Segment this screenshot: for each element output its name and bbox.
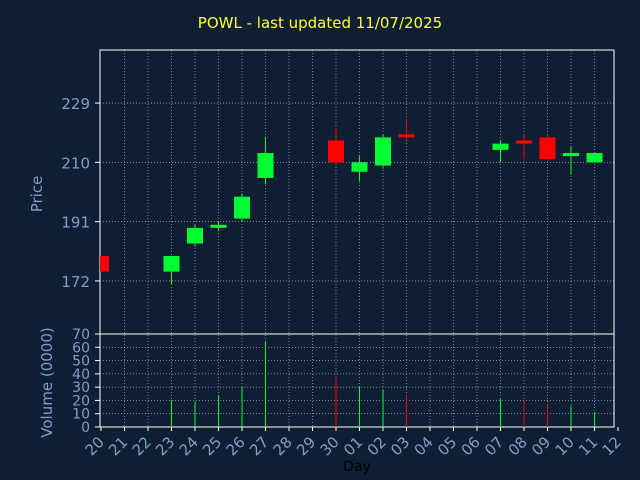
x-tick-label: 12 [599, 433, 625, 459]
candle-body-down [328, 140, 344, 163]
candle-body-up [586, 152, 603, 163]
candle-body-up [234, 196, 250, 219]
volume-tick-label: 20 [72, 393, 90, 409]
x-tick-label: 10 [552, 433, 578, 459]
x-tick-label: 26 [223, 433, 249, 459]
volume-tick-label: 50 [72, 354, 90, 370]
candle-body-up [492, 143, 509, 150]
x-axis-label: Day [343, 459, 371, 475]
x-tick-label: 01 [340, 433, 366, 459]
chart-title: POWL - last updated 11/07/2025 [197, 14, 443, 32]
x-tick-label: 29 [293, 433, 319, 459]
candle-body-up [187, 227, 203, 244]
candle-body-down [398, 134, 415, 138]
volume-panel-frame [99, 333, 615, 428]
x-tick-label: 11 [575, 433, 601, 459]
candle-body-up [351, 162, 368, 172]
x-tick-label: 23 [152, 433, 178, 459]
candle-body-up [163, 255, 180, 272]
x-tick-label: 07 [481, 433, 507, 459]
price-tick-label: 172 [61, 273, 90, 291]
x-tick-label: 09 [528, 433, 554, 459]
candle-body-down [539, 137, 556, 160]
volume-tick-label: 0 [81, 420, 90, 436]
candle-body-up [563, 152, 579, 157]
volume-tick-label: 60 [72, 340, 90, 356]
volume-tick-label: 40 [72, 367, 90, 383]
x-tick-label: 03 [387, 433, 413, 459]
candle-body-up [210, 224, 227, 228]
x-tick-label: 06 [458, 433, 484, 459]
candle-body-up [375, 137, 391, 166]
price-panel-frame [99, 49, 615, 335]
volume-tick-label: 30 [72, 380, 90, 396]
x-tick-label: 04 [411, 433, 437, 459]
x-tick-label: 25 [199, 433, 225, 459]
candle-body-down [100, 255, 109, 272]
volume-axis-label: Volume (0000) [38, 327, 56, 437]
price-axis-label: Price [28, 176, 46, 213]
x-tick-label: 24 [176, 433, 202, 459]
x-tick-label: 27 [246, 433, 272, 459]
x-tick-label: 21 [105, 433, 131, 459]
x-tick-label: 08 [505, 433, 531, 459]
x-tick-label: 20 [82, 433, 108, 459]
x-tick-label: 28 [270, 433, 296, 459]
price-tick-label: 191 [61, 214, 90, 232]
candle-body-up [257, 152, 274, 178]
x-tick-label: 30 [317, 433, 343, 459]
price-tick-label: 229 [61, 95, 90, 113]
x-tick-label: 05 [434, 433, 460, 459]
volume-tick-label: 70 [72, 327, 90, 343]
x-tick-label: 02 [364, 433, 390, 459]
volume-tick-label: 10 [72, 407, 90, 423]
price-tick-label: 210 [61, 154, 90, 172]
x-tick-label: 22 [129, 433, 155, 459]
candle-body-down [516, 140, 532, 144]
